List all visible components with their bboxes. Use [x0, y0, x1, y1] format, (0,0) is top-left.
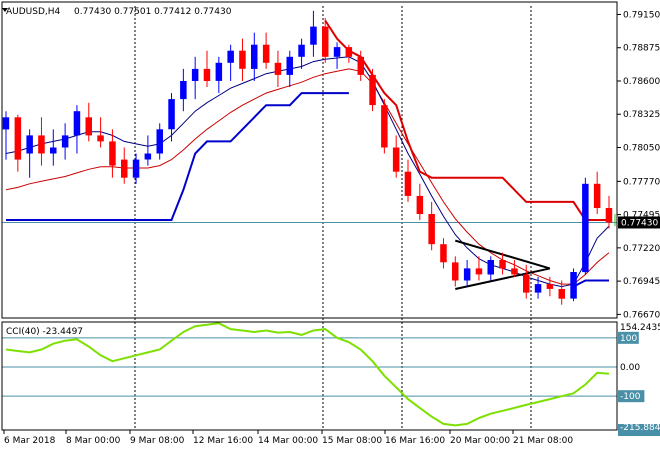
- pattern-trendline: [455, 267, 551, 290]
- candle-body: [73, 111, 81, 136]
- cci-level-box: [618, 390, 645, 403]
- time-tick-label: 15 Mar 08:00: [322, 436, 382, 446]
- candle-body: [203, 68, 211, 81]
- candle-body: [333, 47, 341, 57]
- candle-body: [487, 260, 494, 275]
- candle-body: [97, 135, 104, 142]
- vertical-separators: [134, 6, 532, 430]
- candle-body: [262, 44, 270, 63]
- cci-line: [5, 322, 610, 427]
- candle-body: [215, 62, 223, 81]
- candle-body: [605, 208, 613, 223]
- candle-body: [523, 274, 530, 293]
- cci-header: CCI(40) -23.4497: [6, 327, 83, 337]
- candle-body: [582, 183, 589, 273]
- candle-body: [463, 268, 471, 281]
- candle-body: [428, 214, 435, 245]
- candle-body: [191, 68, 199, 81]
- price-tick-label: 0.78600: [623, 77, 660, 87]
- candle-body: [144, 153, 152, 160]
- candle-body: [499, 260, 506, 269]
- time-tick-label: 21 Mar 08:00: [513, 436, 573, 446]
- price-tick-label: 0.77770: [623, 177, 660, 187]
- price-tick-label: 0.78325: [623, 110, 660, 120]
- candle-body: [61, 135, 69, 148]
- candle-body: [239, 50, 246, 69]
- candle-body: [546, 284, 554, 289]
- candle-body: [322, 26, 329, 57]
- candle-body: [534, 284, 542, 293]
- cci-pane-frame: [1, 321, 618, 431]
- price-tick-label: 0.78875: [623, 44, 660, 54]
- price-pane-frame: [1, 1, 618, 319]
- price-tick-label: 0.77495: [623, 211, 660, 221]
- candle-body: [357, 56, 364, 75]
- cci-level-label: 0.00: [620, 363, 640, 373]
- candle-body: [298, 44, 305, 57]
- candle-body: [274, 62, 282, 75]
- candle-body: [310, 26, 317, 45]
- candle-body: [227, 50, 234, 63]
- candle-body: [26, 135, 33, 154]
- candles: [2, 10, 616, 305]
- candle-body: [511, 268, 518, 275]
- candle-body: [593, 183, 601, 208]
- candle-body: [558, 289, 565, 299]
- candle-body: [121, 159, 128, 178]
- time-tick-label: 12 Mar 16:00: [193, 436, 253, 446]
- fast-ma-line: [5, 56, 610, 288]
- candle-body: [109, 141, 116, 166]
- candle-body: [132, 159, 140, 178]
- price-tick-label: 0.76670: [623, 310, 660, 320]
- candle-body: [381, 105, 388, 148]
- current-price-box: [618, 216, 660, 229]
- cci-level-label: 154.2435: [620, 323, 660, 333]
- time-tick-label: 6 Mar 2018: [4, 436, 56, 446]
- price-tick-label: 0.77220: [623, 244, 660, 254]
- cci-level-label: -215.884: [620, 423, 660, 433]
- candle-body: [392, 147, 400, 172]
- chart-header-symbol: AUDUSD,H4: [6, 7, 61, 17]
- cci-level-box: [618, 331, 639, 344]
- time-tick-label: 20 Mar 00:00: [450, 436, 510, 446]
- cci-level-label: -100: [620, 392, 641, 402]
- candle-body: [180, 81, 187, 100]
- chart-menu-triangle-icon: [2, 8, 8, 12]
- price-tick-label: 0.76945: [623, 277, 660, 287]
- time-tick-label: 16 Mar 16:00: [385, 436, 445, 446]
- time-tick-label: 8 Mar 00:00: [66, 436, 121, 446]
- candle-body: [369, 74, 376, 106]
- candle-body: [251, 44, 258, 69]
- blue-trailing-line: [6, 92, 349, 221]
- cci-level-label: 100: [620, 334, 637, 344]
- candle-body: [156, 129, 163, 154]
- cci-level-box: [618, 424, 660, 436]
- candle-body: [286, 56, 293, 75]
- price-tick-label: 0.79150: [623, 10, 660, 20]
- candle-body: [416, 195, 424, 214]
- blue-trailing-line: [573, 279, 609, 288]
- cci-panel: [2, 322, 617, 427]
- price-tick-label: 0.78050: [623, 143, 660, 153]
- chart-header-ohlc: 0.77430 0.77501 0.77412 0.77430: [74, 7, 232, 17]
- time-tick-label: 14 Mar 00:00: [258, 436, 318, 446]
- candle-body: [168, 99, 175, 130]
- current-price-label: 0.77430: [621, 218, 658, 228]
- candle-body: [50, 147, 57, 154]
- candle-body: [345, 47, 353, 57]
- candle-body: [475, 268, 483, 275]
- candle-body: [570, 272, 577, 299]
- candle-body: [38, 135, 45, 154]
- candle-body: [452, 262, 459, 281]
- candle-body: [404, 171, 412, 196]
- candle-body: [14, 117, 22, 160]
- candle-body: [85, 117, 92, 136]
- slow-ma-line: [5, 68, 610, 285]
- candle-body: [2, 117, 10, 130]
- time-tick-label: 9 Mar 08:00: [130, 436, 185, 446]
- candle-body: [440, 244, 447, 263]
